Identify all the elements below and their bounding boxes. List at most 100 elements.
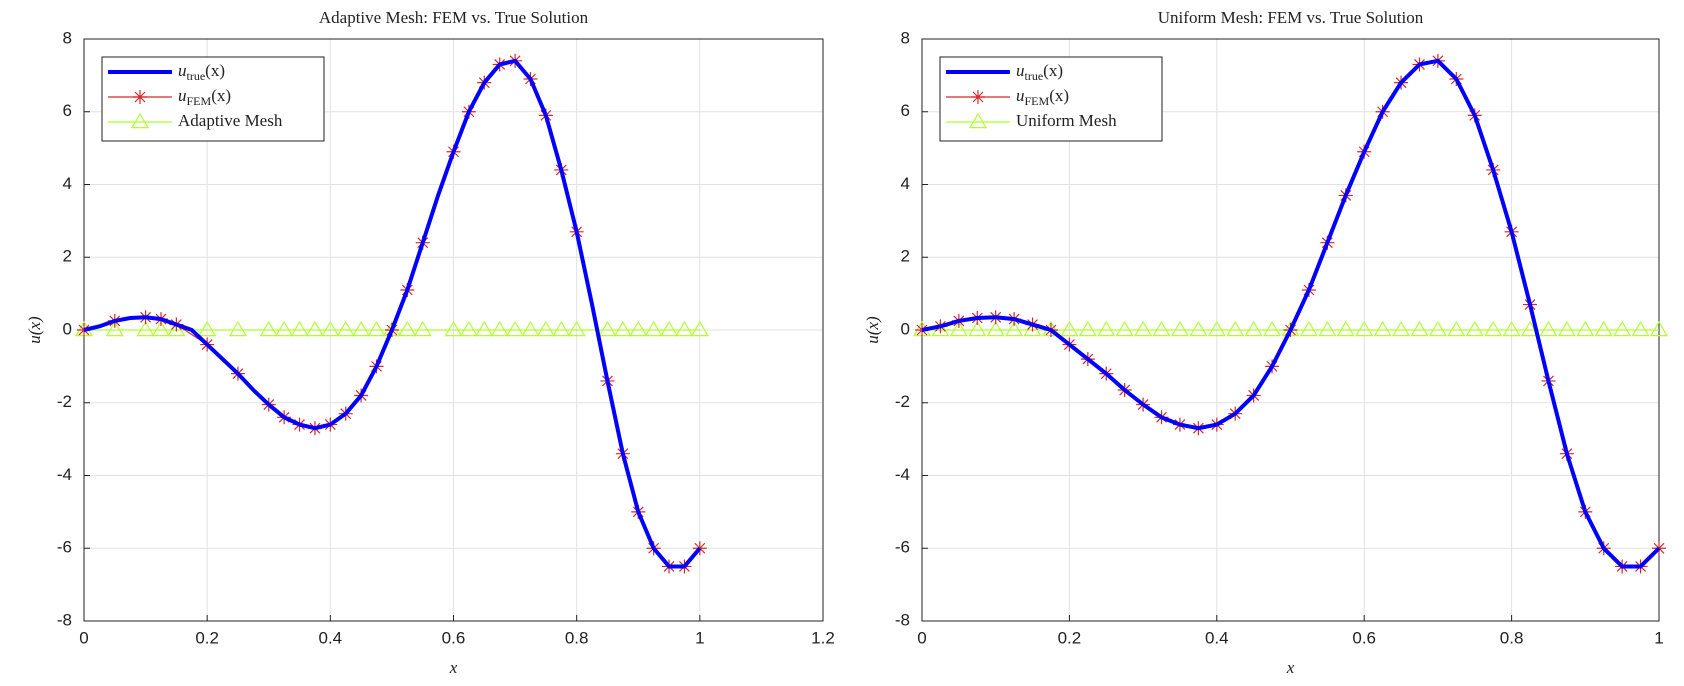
triangle-marker	[1484, 320, 1503, 337]
triangle-marker	[1318, 320, 1337, 337]
legend-label: Uniform Mesh	[1016, 111, 1117, 130]
y-tick-label: 6	[63, 101, 72, 120]
legend-marker	[971, 90, 985, 104]
x-tick-label: 0.8	[1500, 628, 1524, 647]
y-tick-label: 4	[63, 174, 72, 193]
triangle-marker	[1226, 320, 1245, 337]
legend-label: utrue(x)	[178, 61, 225, 83]
triangle-marker	[1373, 320, 1392, 337]
triangle-marker	[613, 320, 632, 337]
x-tick-label: 0.6	[1352, 628, 1376, 647]
triangle-marker	[567, 320, 586, 337]
triangle-marker	[1576, 320, 1595, 337]
triangle-marker	[1649, 320, 1669, 337]
triangle-marker	[1355, 320, 1374, 337]
triangle-marker	[675, 320, 694, 337]
triangle-marker	[1170, 320, 1189, 337]
y-axis-label: u(x)	[863, 316, 882, 344]
triangle-marker	[1134, 320, 1153, 337]
legend-marker	[968, 112, 988, 129]
triangle-marker	[459, 320, 478, 337]
triangle-marker	[1392, 320, 1411, 337]
triangle-marker	[1152, 320, 1171, 337]
triangle-marker	[1557, 320, 1576, 337]
triangle-marker	[1263, 320, 1282, 337]
triangle-marker	[321, 320, 340, 337]
triangle-marker	[1299, 320, 1318, 337]
legend-label: uFEM(x)	[1016, 86, 1069, 108]
triangle-marker	[1207, 320, 1226, 337]
chart-title: Uniform Mesh: FEM vs. True Solution	[1158, 8, 1424, 27]
y-tick-label: 2	[63, 247, 72, 266]
x-tick-label: 1.2	[811, 628, 835, 647]
triangle-marker	[490, 320, 509, 337]
triangle-marker	[228, 320, 248, 337]
triangle-marker	[1115, 320, 1134, 337]
y-tick-label: -8	[895, 610, 910, 629]
y-tick-label: 6	[901, 101, 910, 120]
y-tick-label: -8	[57, 610, 72, 629]
triangle-marker	[1539, 320, 1558, 337]
triangle-marker	[506, 320, 525, 337]
triangle-marker	[1078, 320, 1097, 337]
triangle-marker	[1336, 320, 1355, 337]
legend-label: Adaptive Mesh	[178, 111, 283, 130]
triangle-marker	[259, 320, 278, 337]
legend-marker	[130, 112, 150, 129]
y-tick-label: 0	[63, 319, 72, 338]
triangle-marker	[659, 320, 679, 337]
x-tick-label: 0.2	[1058, 628, 1082, 647]
triangle-marker	[1244, 320, 1263, 337]
triangle-marker	[367, 320, 386, 337]
y-tick-label: 8	[901, 28, 910, 47]
true-line	[83, 58, 702, 569]
triangle-marker	[444, 320, 463, 337]
chart-title: Adaptive Mesh: FEM vs. True Solution	[319, 8, 589, 27]
triangle-marker	[949, 320, 968, 337]
triangle-marker	[598, 320, 617, 337]
legend-label: utrue(x)	[1016, 61, 1063, 83]
x-tick-label: 1	[695, 628, 704, 647]
triangle-marker	[536, 320, 555, 337]
x-tick-label: 0.2	[195, 628, 219, 647]
triangle-marker	[1005, 320, 1024, 337]
x-tick-label: 1	[1654, 628, 1663, 647]
plot-clip	[912, 53, 1669, 574]
triangle-marker	[151, 320, 171, 337]
triangle-marker	[968, 320, 987, 337]
triangle-marker	[475, 320, 494, 337]
triangle-marker	[1060, 320, 1079, 337]
y-tick-label: -4	[895, 465, 910, 484]
triangle-marker	[552, 320, 571, 337]
triangle-marker	[305, 320, 324, 337]
triangle-marker	[336, 320, 355, 337]
x-tick-label: 0.4	[1205, 628, 1229, 647]
triangle-marker	[1410, 320, 1429, 337]
triangle-marker	[413, 320, 432, 337]
y-tick-label: 8	[63, 28, 72, 47]
triangle-marker	[986, 320, 1005, 337]
triangle-marker	[629, 320, 648, 337]
triangle-marker	[1594, 320, 1613, 337]
legend-label: uFEM(x)	[178, 86, 231, 108]
triangle-marker	[1428, 320, 1447, 337]
x-axis-label: x	[1286, 658, 1295, 677]
triangle-marker	[644, 320, 663, 337]
triangle-marker	[198, 320, 217, 337]
triangle-marker	[521, 320, 540, 337]
triangle-marker	[290, 320, 309, 337]
y-tick-label: -6	[895, 538, 910, 557]
x-axis-label: x	[449, 658, 458, 677]
y-tick-label: 4	[901, 174, 910, 193]
x-tick-label: 0	[79, 628, 88, 647]
legend-marker	[133, 90, 147, 104]
triangle-marker	[1189, 320, 1208, 337]
x-tick-label: 0.8	[565, 628, 589, 647]
y-tick-label: -2	[895, 392, 910, 411]
triangle-marker	[105, 320, 124, 337]
triangle-marker	[352, 320, 371, 337]
triangle-marker	[1613, 320, 1632, 337]
y-tick-label: -2	[57, 392, 72, 411]
